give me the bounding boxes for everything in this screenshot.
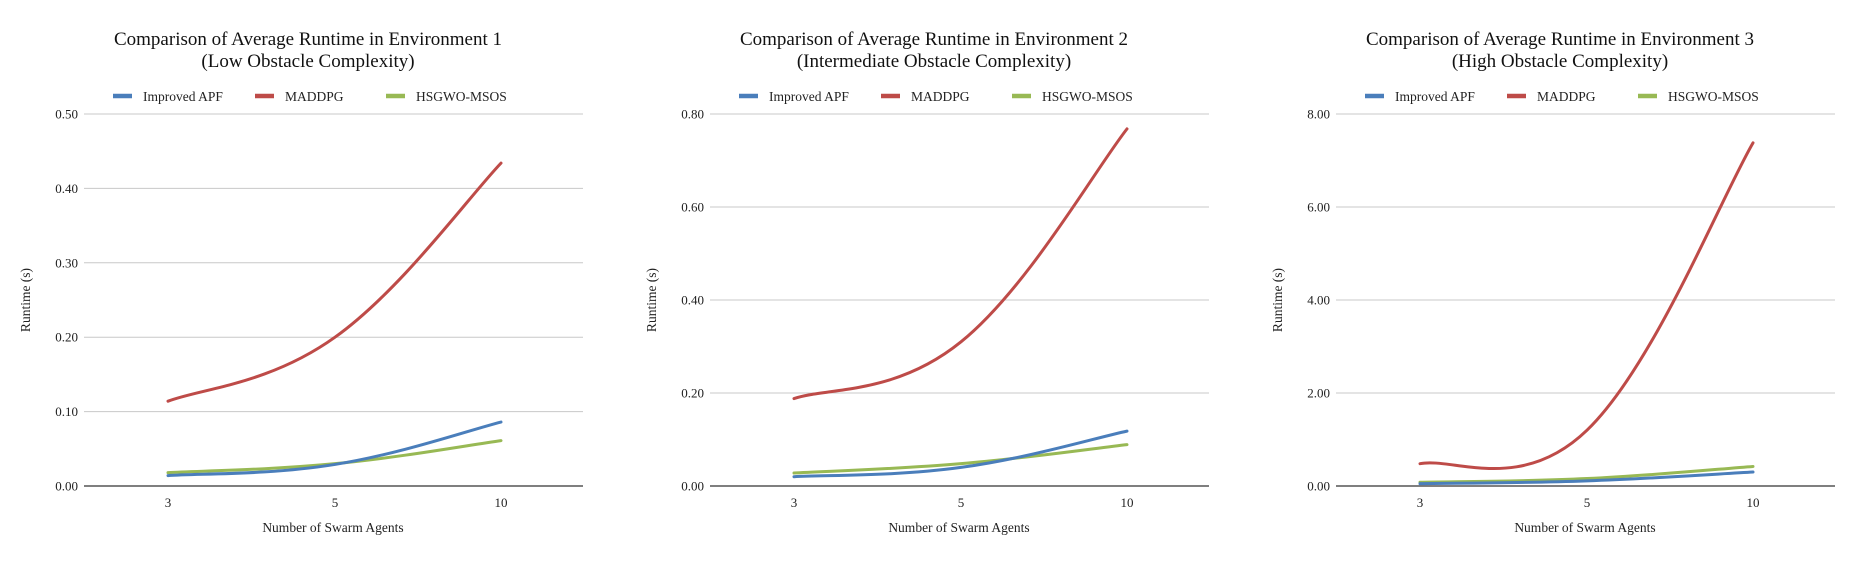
y-tick-label: 4.00 [1307,293,1330,308]
x-axis-label: Number of Swarm Agents [888,520,1029,535]
legend-item: MADDPG [255,89,344,104]
series-line [1418,141,1755,470]
legend-label: Improved APF [143,89,223,104]
y-tick-label: 0.20 [681,386,704,401]
y-axis-label: Runtime (s) [1270,268,1285,332]
chart-subtitle: (Intermediate Obstacle Complexity) [797,51,1071,72]
legend-item: HSGWO-MSOS [1638,89,1759,104]
y-tick-label: 0.60 [681,200,704,215]
chart-title: Comparison of Average Runtime in Environ… [1366,29,1754,50]
series-line [792,443,1129,475]
chart-panel-2: Comparison of Average Runtime in Environ… [626,0,1243,565]
legend-label: HSGWO-MSOS [416,89,507,104]
y-tick-label: 8.00 [1307,107,1330,122]
y-tick-label: 0.00 [1307,479,1330,494]
legend-item: Improved APF [739,89,849,104]
legend-label: Improved APF [769,89,849,104]
legend-item: Improved APF [113,89,223,104]
chart-svg: Comparison of Average Runtime in Environ… [18,29,583,535]
y-tick-label: 2.00 [1307,386,1330,401]
x-tick-label: 5 [1584,495,1591,510]
chart-panel-1: Comparison of Average Runtime in Environ… [0,0,617,565]
y-tick-label: 0.30 [55,255,78,270]
legend-label: HSGWO-MSOS [1668,89,1759,104]
x-axis-label: Number of Swarm Agents [1514,520,1655,535]
chart-title: Comparison of Average Runtime in Environ… [740,29,1128,50]
x-tick-label: 5 [332,495,339,510]
series-line [792,429,1129,479]
legend-label: Improved APF [1395,89,1475,104]
x-tick-label: 10 [495,495,508,510]
legend-item: HSGWO-MSOS [1012,89,1133,104]
legend-label: MADDPG [911,89,970,104]
x-tick-label: 3 [165,495,172,510]
y-tick-label: 0.40 [681,293,704,308]
chart-subtitle: (Low Obstacle Complexity) [201,51,414,72]
legend-label: HSGWO-MSOS [1042,89,1133,104]
chart-panel-3: Comparison of Average Runtime in Environ… [1252,0,1853,565]
x-tick-label: 3 [1417,495,1424,510]
legend-item: HSGWO-MSOS [386,89,507,104]
legend-label: MADDPG [285,89,344,104]
x-tick-label: 10 [1747,495,1760,510]
x-axis-label: Number of Swarm Agents [262,520,403,535]
y-tick-label: 0.50 [55,107,78,122]
x-tick-label: 10 [1121,495,1134,510]
x-tick-label: 3 [791,495,798,510]
legend-item: MADDPG [881,89,970,104]
y-tick-label: 0.40 [55,181,78,196]
series-line [1418,464,1755,484]
series-line [792,127,1129,401]
series-line [1418,470,1755,486]
series-line [166,420,503,478]
chart-svg: Comparison of Average Runtime in Environ… [644,29,1209,535]
series-line [166,161,503,403]
y-tick-label: 0.80 [681,107,704,122]
legend-item: MADDPG [1507,89,1596,104]
y-tick-label: 0.00 [55,479,78,494]
chart-title: Comparison of Average Runtime in Environ… [114,29,502,50]
series-line [166,439,503,475]
chart-svg: Comparison of Average Runtime in Environ… [1270,29,1835,535]
x-tick-label: 5 [958,495,965,510]
y-tick-label: 0.20 [55,330,78,345]
y-axis-label: Runtime (s) [18,268,33,332]
y-tick-label: 0.00 [681,479,704,494]
legend-label: MADDPG [1537,89,1596,104]
y-axis-label: Runtime (s) [644,268,659,332]
y-tick-label: 0.10 [55,404,78,419]
y-tick-label: 6.00 [1307,200,1330,215]
legend-item: Improved APF [1365,89,1475,104]
chart-subtitle: (High Obstacle Complexity) [1452,51,1668,72]
